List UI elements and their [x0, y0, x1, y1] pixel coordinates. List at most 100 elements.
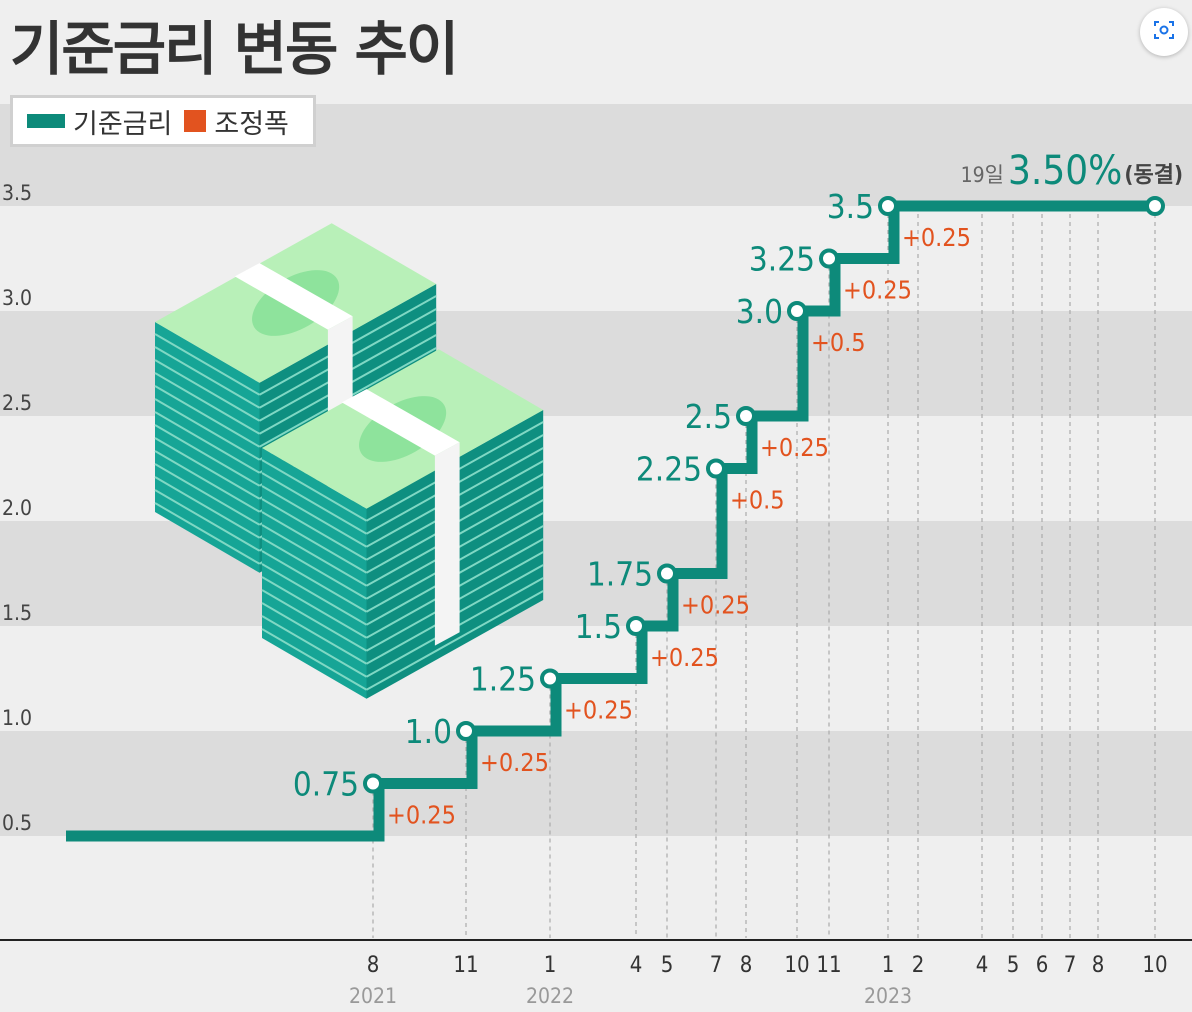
- rate-point-marker: [363, 773, 383, 794]
- bill-edge: [154, 502, 261, 565]
- x-tick-label: 7: [1064, 953, 1077, 978]
- legend: 기준금리 조정폭: [10, 95, 316, 147]
- x-tick-label: 1: [882, 953, 895, 978]
- bill-edge: [154, 450, 261, 513]
- money-stack-front: [261, 349, 544, 699]
- bill-edge: [154, 489, 261, 552]
- bill-edge: [261, 563, 368, 626]
- y-tick-label: 1.5: [2, 601, 32, 625]
- bill-edge: [154, 476, 261, 539]
- bill-edge: [261, 485, 368, 548]
- bill-edge: [154, 359, 261, 422]
- adjustment-label: +0.25: [387, 801, 456, 830]
- adjustment-label: +0.5: [730, 486, 785, 515]
- legend-swatch-rate: [27, 114, 65, 128]
- bill-edge: [154, 372, 261, 435]
- x-year-label: 2023: [864, 984, 912, 1008]
- bill-band-top: [234, 263, 353, 330]
- annotation-value: 3.50%: [1008, 148, 1122, 194]
- x-tick-label: 10: [784, 953, 809, 978]
- rate-point-marker: [878, 196, 898, 216]
- legend-label-rate: 기준금리: [73, 108, 173, 140]
- scan-expand-icon: [1152, 18, 1176, 46]
- legend-label-adjustment: 조정폭: [214, 108, 289, 140]
- rate-point-marker: [819, 248, 839, 269]
- y-tick-label: 1.0: [2, 706, 32, 730]
- bill-edge: [261, 589, 368, 652]
- rate-value-label: 1.5: [575, 607, 622, 646]
- bill-edge: [154, 411, 261, 474]
- annotation-day: 19일: [961, 163, 1004, 187]
- bill-edge: [154, 346, 261, 409]
- bill-edge: [261, 615, 368, 678]
- x-tick-label: 6: [1036, 953, 1049, 978]
- x-tick-label: 8: [1092, 953, 1105, 978]
- adjustment-label: +0.25: [564, 696, 633, 725]
- rate-point-marker: [736, 406, 756, 426]
- rate-point-marker: [626, 616, 646, 636]
- x-tick-label: 2: [912, 953, 925, 978]
- x-tick-label: 7: [710, 953, 723, 978]
- rate-value-label: 3.0: [736, 292, 783, 331]
- adjustment-label: +0.25: [480, 748, 549, 777]
- bill-edge: [261, 498, 368, 561]
- rate-point-marker: [706, 458, 726, 479]
- bill-edge: [154, 424, 261, 487]
- y-tick-label: 2.5: [2, 391, 32, 415]
- y-tick-label: 2.0: [2, 496, 32, 520]
- annotation-note: (동결): [1124, 163, 1183, 188]
- bill-edge: [154, 385, 261, 448]
- page-title: 기준금리 변동 추이: [10, 15, 459, 83]
- adjustment-label: +0.5: [811, 328, 866, 357]
- background-band: [0, 731, 1192, 836]
- x-tick-label: 8: [367, 953, 380, 978]
- bill-band-top: [341, 389, 460, 456]
- rate-point-marker: [1145, 196, 1165, 216]
- bill-edge: [261, 550, 368, 613]
- rate-value-label: 3.25: [749, 240, 815, 279]
- bill-edge: [366, 590, 544, 691]
- rate-point-marker: [540, 668, 560, 689]
- rate-value-label: 1.25: [470, 660, 536, 699]
- rate-value-label: 2.25: [636, 450, 702, 489]
- bill-edge: [261, 537, 368, 600]
- rate-value-label: 3.5: [827, 187, 874, 226]
- y-tick-label: 3.5: [2, 181, 32, 205]
- x-tick-label: 5: [1007, 953, 1020, 978]
- bill-edge: [154, 463, 261, 526]
- rate-step-line: [66, 200, 1161, 842]
- bill-edge: [154, 333, 261, 396]
- x-tick-label: 10: [1142, 953, 1167, 978]
- bill-edge: [261, 576, 368, 639]
- bill-edge: [154, 398, 261, 461]
- legend-swatch-adjustment: [184, 110, 207, 132]
- bill-edge: [154, 437, 261, 500]
- rate-value-label: 2.5: [685, 397, 732, 436]
- rate-point-marker: [657, 563, 677, 584]
- x-tick-label: 1: [544, 953, 557, 978]
- adjustment-label: +0.25: [843, 276, 912, 305]
- rate-point-marker: [456, 721, 476, 741]
- x-tick-label: 4: [976, 953, 989, 978]
- bill-edge: [261, 524, 368, 587]
- bill-edge: [261, 628, 368, 691]
- bill-edge: [261, 472, 368, 535]
- money-stacks-illustration: [154, 223, 544, 699]
- rate-value-label: 1.75: [587, 555, 653, 594]
- rate-value-label: 0.75: [293, 765, 359, 804]
- x-tick-label: 11: [816, 953, 841, 978]
- adjustment-label: +0.25: [902, 223, 971, 252]
- rate-value-label: 1.0: [405, 712, 452, 751]
- bill-edge: [261, 459, 368, 522]
- bill-edge: [261, 602, 368, 665]
- bill-edge: [261, 511, 368, 574]
- bill-band-side: [434, 442, 460, 646]
- x-tick-label: 8: [740, 953, 753, 978]
- x-tick-label: 11: [453, 953, 478, 978]
- background-band: [0, 521, 1192, 626]
- adjustment-label: +0.25: [681, 591, 750, 620]
- expand-button[interactable]: [1140, 8, 1188, 56]
- x-year-label: 2021: [349, 984, 397, 1008]
